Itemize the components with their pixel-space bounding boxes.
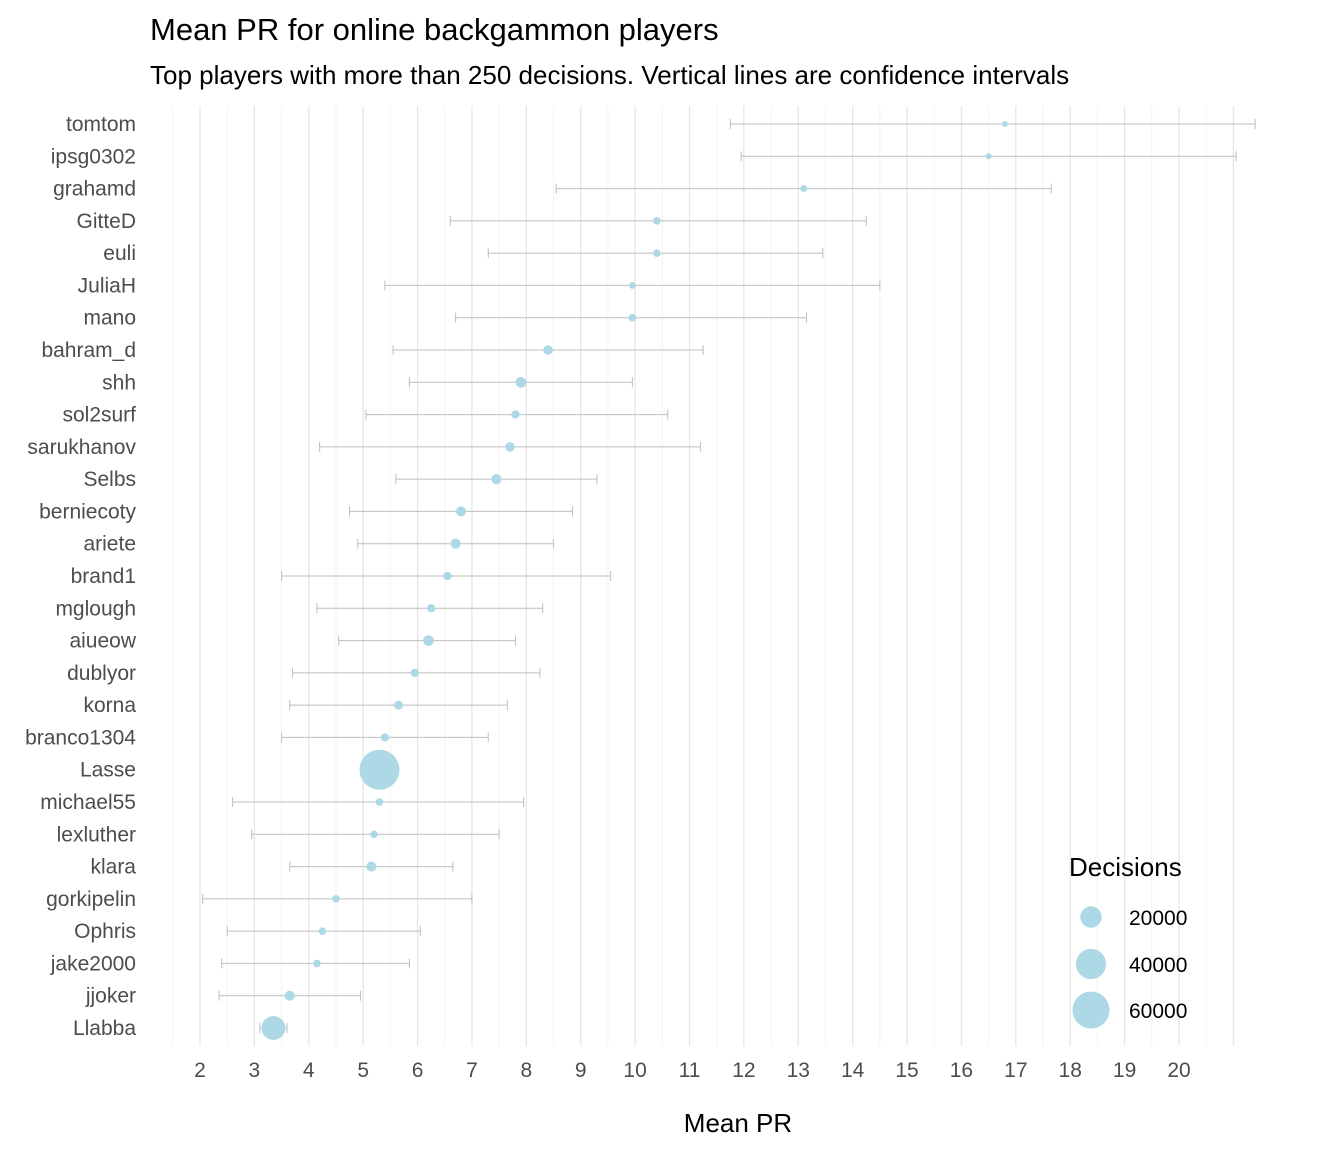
y-tick-label: GitteD — [76, 210, 136, 233]
point-klara — [366, 861, 377, 872]
point-JuliaH — [629, 282, 636, 289]
y-tick-label: jjoker — [85, 985, 136, 1008]
point-Lasse — [359, 749, 400, 790]
y-tick-label: branco1304 — [25, 726, 136, 749]
y-tick-label: jake2000 — [50, 952, 136, 975]
y-tick-label: sarukhanov — [27, 436, 136, 459]
y-tick-label: JuliaH — [78, 274, 136, 297]
y-tick-label: lexluther — [57, 823, 136, 846]
x-tick-label: 5 — [357, 1059, 369, 1082]
point-bahram_d — [543, 345, 553, 355]
x-tick-label: 10 — [623, 1059, 646, 1082]
x-axis-label: Mean PR — [684, 1108, 792, 1138]
point-gorkipelin — [332, 895, 340, 903]
point-dublyor — [410, 668, 419, 677]
y-tick-label: Selbs — [83, 468, 136, 491]
legend-key-20000 — [1080, 906, 1102, 928]
point-grahamd — [800, 185, 808, 192]
point-ariete — [450, 538, 461, 549]
point-jjoker — [284, 990, 295, 1001]
x-tick-label: 8 — [520, 1059, 532, 1082]
legend-label: 20000 — [1129, 907, 1187, 930]
chart-subtitle: Top players with more than 250 decisions… — [150, 60, 1070, 90]
point-GitteD — [653, 217, 661, 225]
y-tick-label: grahamd — [53, 178, 136, 201]
y-tick-label: michael55 — [40, 791, 136, 814]
y-tick-label: ariete — [83, 533, 136, 556]
y-tick-labels: tomtom ipsg0302 grahamd GitteD euli JuliaH man… — [25, 113, 137, 1040]
x-tick-label: 18 — [1059, 1059, 1082, 1082]
point-mglough — [427, 604, 436, 613]
y-tick-label: Lasse — [80, 759, 136, 782]
point-shh — [515, 376, 527, 388]
x-tick-label: 2 — [194, 1059, 206, 1082]
legend-title: Decisions — [1069, 852, 1182, 882]
x-tick-label: 13 — [787, 1059, 810, 1082]
y-tick-label: bahram_d — [41, 339, 136, 362]
chart-title: Mean PR for online backgammon players — [150, 12, 719, 47]
point-mano — [628, 313, 637, 322]
point-Llabba — [261, 1016, 286, 1040]
y-tick-label: Llabba — [73, 1017, 136, 1040]
y-tick-label: sol2surf — [62, 404, 136, 427]
x-tick-label: 12 — [732, 1059, 755, 1082]
y-tick-label: brand1 — [71, 565, 136, 588]
x-tick-label: 19 — [1113, 1059, 1136, 1082]
legend: Decisions 20000 40000 60000 — [1069, 852, 1187, 1029]
point-berniecoty — [455, 506, 467, 517]
point-lexluther — [370, 830, 378, 839]
x-tick-label: 17 — [1004, 1059, 1027, 1082]
x-tick-label: 7 — [466, 1059, 478, 1082]
y-tick-label: mglough — [55, 597, 136, 620]
x-tick-label: 15 — [895, 1059, 918, 1082]
y-tick-label: dublyor — [67, 662, 136, 685]
point-aiueow — [423, 635, 434, 646]
x-tick-label: 4 — [303, 1059, 315, 1082]
point-ipsg0302 — [985, 153, 992, 160]
point-branco1304 — [380, 733, 390, 742]
x-tick-label: 20 — [1167, 1059, 1190, 1082]
point-Selbs — [491, 474, 502, 485]
y-tick-label: berniecoty — [39, 500, 136, 523]
y-tick-label: euli — [103, 242, 136, 265]
legend-key-60000 — [1072, 991, 1110, 1029]
legend-key-40000 — [1075, 948, 1107, 980]
point-korna — [394, 700, 403, 710]
y-tick-label: aiueow — [69, 630, 136, 653]
y-tick-label: gorkipelin — [46, 888, 136, 911]
legend-label: 40000 — [1129, 954, 1187, 977]
x-tick-labels: 2 3 4 5 6 7 8 9 10 11 12 13 14 15 16 17 18 19 20 — [194, 1059, 1191, 1082]
y-tick-label: tomtom — [66, 113, 136, 136]
x-tick-label: 3 — [249, 1059, 261, 1082]
point-Ophris — [318, 927, 327, 935]
data-points — [261, 121, 1008, 1040]
x-tick-label: 16 — [950, 1059, 973, 1082]
point-jake2000 — [313, 959, 321, 968]
point-michael55 — [375, 798, 384, 806]
point-sol2surf — [511, 410, 520, 419]
y-tick-label: mano — [83, 307, 136, 330]
y-tick-label: ipsg0302 — [51, 145, 136, 168]
y-tick-label: Ophris — [74, 920, 136, 943]
point-euli — [653, 249, 661, 257]
legend-label: 60000 — [1129, 1000, 1187, 1023]
x-tick-label: 6 — [412, 1059, 424, 1082]
point-tomtom — [1001, 121, 1008, 127]
y-tick-label: klara — [90, 856, 136, 879]
y-tick-label: korna — [83, 694, 136, 717]
x-tick-label: 9 — [575, 1059, 587, 1082]
y-tick-label: shh — [102, 371, 136, 394]
point-sarukhanov — [505, 442, 515, 452]
x-tick-label: 14 — [841, 1059, 865, 1082]
x-tick-label: 11 — [679, 1059, 701, 1082]
point-brand1 — [443, 571, 452, 581]
